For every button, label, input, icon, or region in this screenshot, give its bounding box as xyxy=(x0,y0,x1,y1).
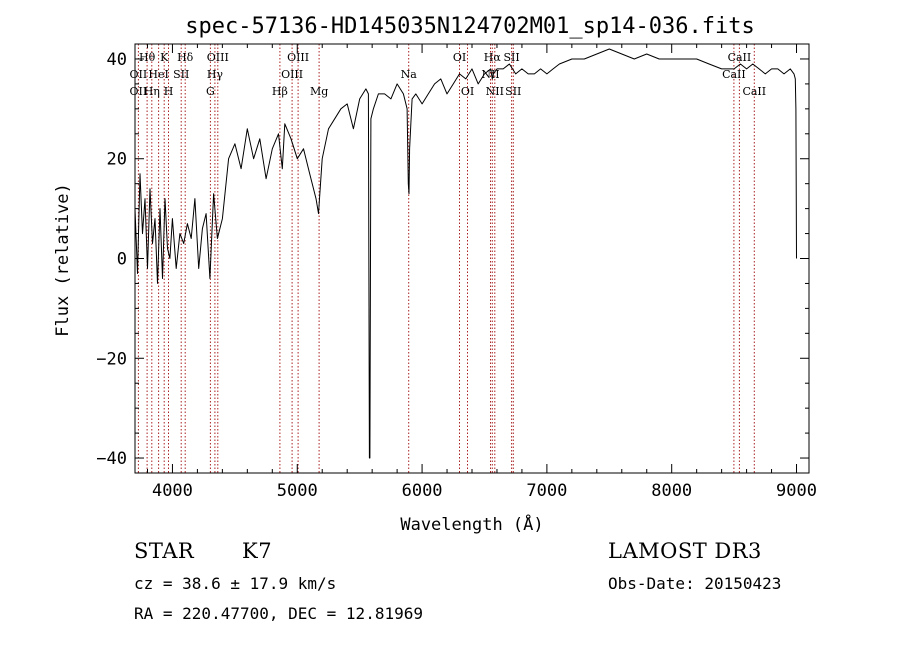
y-tick-label: −40 xyxy=(96,449,127,469)
chart-title: spec-57136-HD145035N124702M01_sp14-036.f… xyxy=(185,14,755,39)
spectrum-line xyxy=(134,48,797,459)
line-label: Hα xyxy=(484,51,502,64)
x-tick-label: 7000 xyxy=(526,481,567,501)
y-tick-label: 0 xyxy=(117,250,127,270)
y-tick-label: 40 xyxy=(107,50,127,70)
line-label: Hη xyxy=(144,85,160,98)
observation-date: Obs-Date: 20150423 xyxy=(608,574,782,593)
y-tick-label: 20 xyxy=(107,150,127,170)
line-label: Hγ xyxy=(207,68,224,81)
spectrum-layer xyxy=(134,48,797,459)
x-tick-label: 6000 xyxy=(402,481,443,501)
line-label: OII xyxy=(130,68,148,81)
line-label: HeI xyxy=(148,68,168,81)
line-label: CaII xyxy=(722,68,746,81)
line-label: OIII xyxy=(281,68,303,81)
line-label: K xyxy=(160,51,169,64)
line-label: SII xyxy=(503,51,519,64)
line-label: OIII xyxy=(287,51,309,64)
object-subclass: K7 xyxy=(242,539,273,563)
line-label: Na xyxy=(401,68,418,81)
plot-frame xyxy=(134,43,810,474)
line-label: Hδ xyxy=(177,51,194,64)
x-tick-label: 5000 xyxy=(277,481,318,501)
line-label: OI xyxy=(461,85,474,98)
line-label: NII xyxy=(486,85,504,98)
line-label: OII xyxy=(130,85,148,98)
redshift-velocity: cz = 38.6 ± 17.9 km/s xyxy=(134,574,337,593)
line-label: OI xyxy=(453,51,466,64)
x-tick-label: 8000 xyxy=(651,481,692,501)
survey-name: LAMOST DR3 xyxy=(608,539,762,563)
line-label: CaII xyxy=(728,51,752,64)
y-axis-label: Flux (relative) xyxy=(53,183,73,337)
line-label: Hθ xyxy=(139,51,156,64)
line-markers xyxy=(137,44,755,473)
x-tick-label: 4000 xyxy=(152,481,193,501)
line-label: CaII xyxy=(742,85,766,98)
line-label: SII xyxy=(173,68,189,81)
line-label: Hβ xyxy=(272,85,288,98)
line-label: H xyxy=(164,85,174,98)
y-tick-label: −20 xyxy=(96,349,127,369)
line-label: SII xyxy=(505,85,521,98)
line-label: OIII xyxy=(207,51,229,64)
line-label: NII xyxy=(481,68,499,81)
object-class: STAR xyxy=(134,539,195,563)
line-label: Mg xyxy=(310,85,328,98)
axis-ticks: 4000 5000 6000 7000 8000 9000 −40 −20 0 20 40 xyxy=(96,44,817,501)
ra-dec: RA = 220.47700, DEC = 12.81969 xyxy=(134,604,423,623)
x-tick-label: 9000 xyxy=(776,481,817,501)
x-axis-label: Wavelength (Å) xyxy=(400,513,543,535)
line-label: G xyxy=(206,85,215,98)
